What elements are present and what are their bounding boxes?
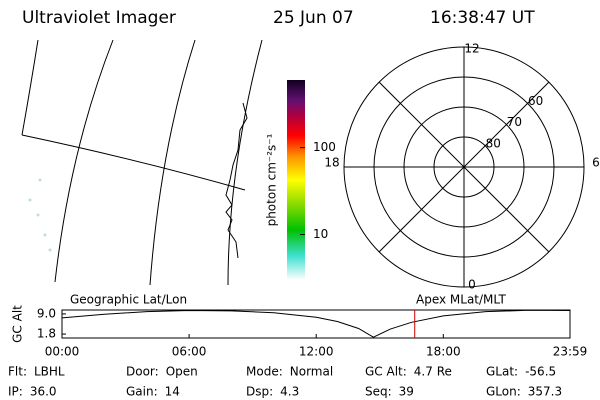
status-label: Flt: bbox=[8, 365, 27, 379]
polar-hour-label: 18 bbox=[324, 156, 339, 170]
meridian bbox=[227, 39, 263, 286]
status-value: 4.3 bbox=[280, 385, 299, 399]
status-label: GLon: bbox=[486, 385, 521, 399]
strip-x-tick-label: 23:59 bbox=[553, 345, 588, 359]
strip-frame bbox=[61, 309, 571, 339]
strip-y-label: GC Alt bbox=[11, 305, 25, 343]
colorbar-tick-label: 100 bbox=[313, 140, 336, 154]
strip-y-tick-label: 1.8 bbox=[37, 327, 56, 341]
colorbar-label: photon cm⁻²s⁻¹ bbox=[265, 133, 279, 226]
status-label: GC Alt: bbox=[365, 365, 407, 379]
polar-ring bbox=[373, 76, 555, 258]
polar-hour-label: 0 bbox=[468, 278, 476, 292]
time: 16:38:47 UT bbox=[430, 8, 535, 28]
polar-ring bbox=[403, 106, 525, 228]
parallel bbox=[21, 134, 246, 191]
polar-ring bbox=[433, 136, 495, 198]
status-value: 39 bbox=[399, 385, 414, 399]
strip-x-tick-label: 06:00 bbox=[172, 345, 207, 359]
status-label: IP: bbox=[8, 385, 23, 399]
strip-x-tick-label: 12:00 bbox=[299, 345, 334, 359]
strip-left-label: Geographic Lat/Lon bbox=[70, 293, 187, 307]
strip-x-tick-label: 18:00 bbox=[426, 345, 461, 359]
status-value: -56.5 bbox=[525, 365, 556, 379]
polar-hour-label: 6 bbox=[592, 156, 600, 170]
map bbox=[21, 39, 263, 286]
meridian bbox=[149, 39, 196, 286]
status-label: GLat: bbox=[486, 365, 518, 379]
strip-right-label: Apex MLat/MLT bbox=[416, 293, 506, 307]
status-label: Seq: bbox=[365, 385, 392, 399]
polar-spoke bbox=[378, 81, 550, 253]
status-value: 4.7 Re bbox=[414, 365, 452, 379]
strip-y-tick-label: 9.0 bbox=[37, 306, 56, 320]
status-label: Gain: bbox=[126, 385, 158, 399]
status-label: Dsp: bbox=[246, 385, 273, 399]
status-value: 14 bbox=[165, 385, 180, 399]
altitude-line bbox=[61, 309, 571, 338]
colorbar bbox=[287, 80, 305, 280]
status-label: Door: bbox=[126, 365, 159, 379]
status-value: Open bbox=[166, 365, 198, 379]
aurora-dots bbox=[28, 178, 52, 252]
coastline bbox=[225, 102, 248, 259]
strip-x-tick-label: 00:00 bbox=[45, 345, 80, 359]
title: Ultraviolet Imager bbox=[22, 8, 176, 28]
polar-ring-label: 80 bbox=[486, 136, 501, 150]
meridian bbox=[21, 39, 39, 136]
status-value: LBHL bbox=[34, 365, 65, 379]
colorbar-tick-label: 10 bbox=[313, 227, 328, 241]
polar-ring-label: 60 bbox=[528, 94, 543, 108]
meridian bbox=[54, 39, 114, 283]
status-value: 36.0 bbox=[30, 385, 57, 399]
status-value: Normal bbox=[290, 365, 333, 379]
status-value: 357.3 bbox=[528, 385, 562, 399]
polar-hour-label: 12 bbox=[464, 42, 479, 56]
polar-ring-label: 70 bbox=[507, 115, 522, 129]
status-label: Mode: bbox=[246, 365, 283, 379]
date: 25 Jun 07 bbox=[273, 8, 354, 28]
